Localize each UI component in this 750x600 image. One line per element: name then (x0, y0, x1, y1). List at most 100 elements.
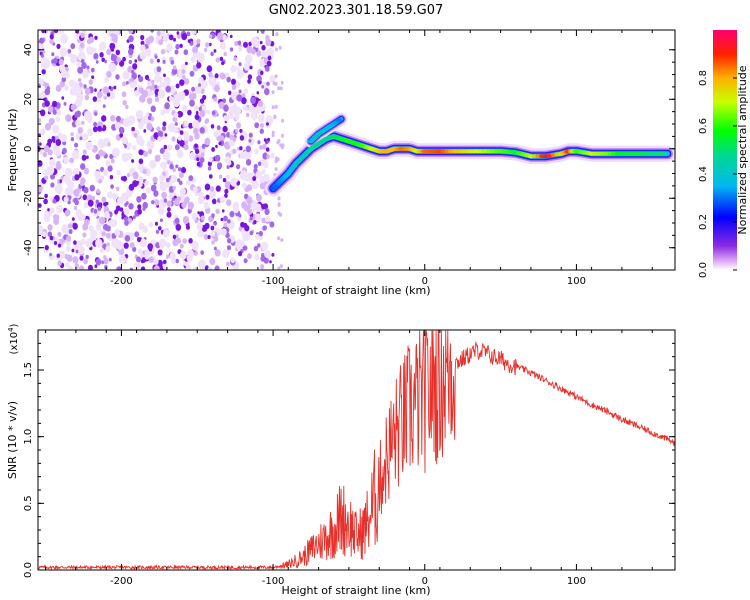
colorbar-label: Normalized spectral amplitude (736, 65, 749, 234)
snr-panel: -200 -100 0 100 0.0 0.5 1.0 1.5 (x104) Height … (6, 323, 676, 597)
noise-speckle (167, 144, 173, 151)
noise-speckle (108, 91, 116, 100)
noise-speckle (223, 104, 229, 112)
noise-speckle (105, 232, 111, 239)
noise-speckle (70, 104, 76, 111)
noise-speckle (204, 47, 208, 53)
noise-speckle (182, 238, 187, 244)
noise-speckle (157, 136, 162, 142)
noise-speckle (264, 250, 271, 259)
noise-speckle (57, 250, 65, 260)
noise-speckle (178, 167, 182, 172)
noise-speckle (75, 249, 79, 254)
noise-speckle (173, 37, 176, 42)
noise-speckle (80, 32, 85, 39)
noise-speckle (193, 127, 199, 135)
noise-speckle (162, 259, 167, 265)
noise-speckle (99, 52, 104, 58)
noise-speckle (247, 208, 253, 215)
noise-speckle (202, 227, 206, 232)
noise-speckle (204, 183, 211, 191)
noise-speckle (150, 105, 156, 113)
noise-speckle (138, 158, 144, 165)
noise-speckle (223, 51, 227, 57)
noise-speckle (207, 166, 212, 171)
noise-speckle (261, 217, 266, 224)
noise-speckle (232, 136, 237, 142)
noise-speckle (69, 87, 77, 96)
noise-speckle (101, 231, 106, 237)
noise-speckle (115, 115, 121, 122)
noise-speckle (57, 260, 62, 266)
noise-speckle (175, 223, 182, 231)
noise-speckle (245, 159, 252, 166)
noise-speckle (247, 253, 252, 260)
noise-speckle (174, 49, 179, 55)
noise-speckle (199, 110, 206, 118)
noise-speckle (69, 157, 74, 164)
noise-speckle (267, 55, 272, 61)
noise-speckle (172, 185, 176, 191)
noise-speckle (85, 254, 89, 260)
noise-speckle (38, 160, 43, 167)
noise-speckle (194, 148, 200, 155)
x-tick-label: 100 (567, 276, 586, 287)
noise-speckle (149, 58, 154, 64)
noise-speckle (208, 42, 212, 47)
noise-speckle (156, 66, 162, 73)
noise-speckle (122, 175, 127, 182)
noise-speckle (150, 30, 154, 33)
noise-speckle (154, 96, 160, 103)
noise-speckle (224, 181, 232, 190)
noise-speckle (55, 139, 62, 146)
y-tick-label: 0.5 (23, 495, 34, 511)
noise-speckle (49, 207, 55, 214)
noise-speckle (245, 54, 253, 64)
noise-speckle (158, 226, 162, 231)
noise-speckle (204, 137, 211, 146)
noise-speckle (192, 46, 199, 54)
noise-speckle (201, 105, 206, 112)
noise-speckle (115, 49, 121, 56)
noise-speckle (174, 144, 180, 151)
noise-speckle (211, 110, 216, 116)
noise-speckle (239, 135, 245, 141)
noise-speckle (60, 33, 68, 44)
noise-speckle (200, 250, 205, 256)
noise-speckle (166, 43, 173, 52)
noise-speckle (261, 50, 267, 58)
noise-speckle (176, 31, 180, 35)
noise-speckle (243, 258, 248, 264)
noise-speckle (115, 205, 121, 212)
noise-speckle (183, 78, 190, 85)
noise-speckle (179, 130, 184, 136)
noise-speckle (75, 30, 80, 34)
noise-speckle (125, 81, 129, 85)
noise-speckle (163, 144, 168, 150)
noise-speckle (137, 248, 143, 255)
noise-speckle (230, 65, 237, 73)
noise-speckle (257, 243, 261, 248)
noise-speckle (143, 129, 147, 133)
noise-speckle (246, 196, 253, 205)
noise-speckle (80, 163, 86, 170)
noise-speckle (194, 218, 199, 224)
noise-speckle (182, 75, 186, 80)
noise-speckle (189, 99, 195, 107)
noise-speckle (258, 230, 263, 237)
noise-speckle (243, 106, 248, 112)
spectrogram-x-tick-labels: -200 -100 0 100 (110, 276, 586, 287)
noise-speckle (153, 265, 160, 270)
noise-speckle (274, 104, 278, 109)
noise-speckle (205, 42, 210, 48)
noise-speckle (149, 159, 157, 169)
x-tick-label: -100 (262, 276, 285, 287)
noise-speckle (248, 132, 253, 138)
noise-speckle (136, 256, 141, 263)
noise-speckle (168, 34, 174, 41)
noise-speckle (159, 182, 166, 191)
noise-speckle (271, 253, 275, 257)
noise-speckle (121, 136, 128, 145)
noise-speckle (132, 246, 137, 252)
noise-speckle (196, 157, 200, 162)
